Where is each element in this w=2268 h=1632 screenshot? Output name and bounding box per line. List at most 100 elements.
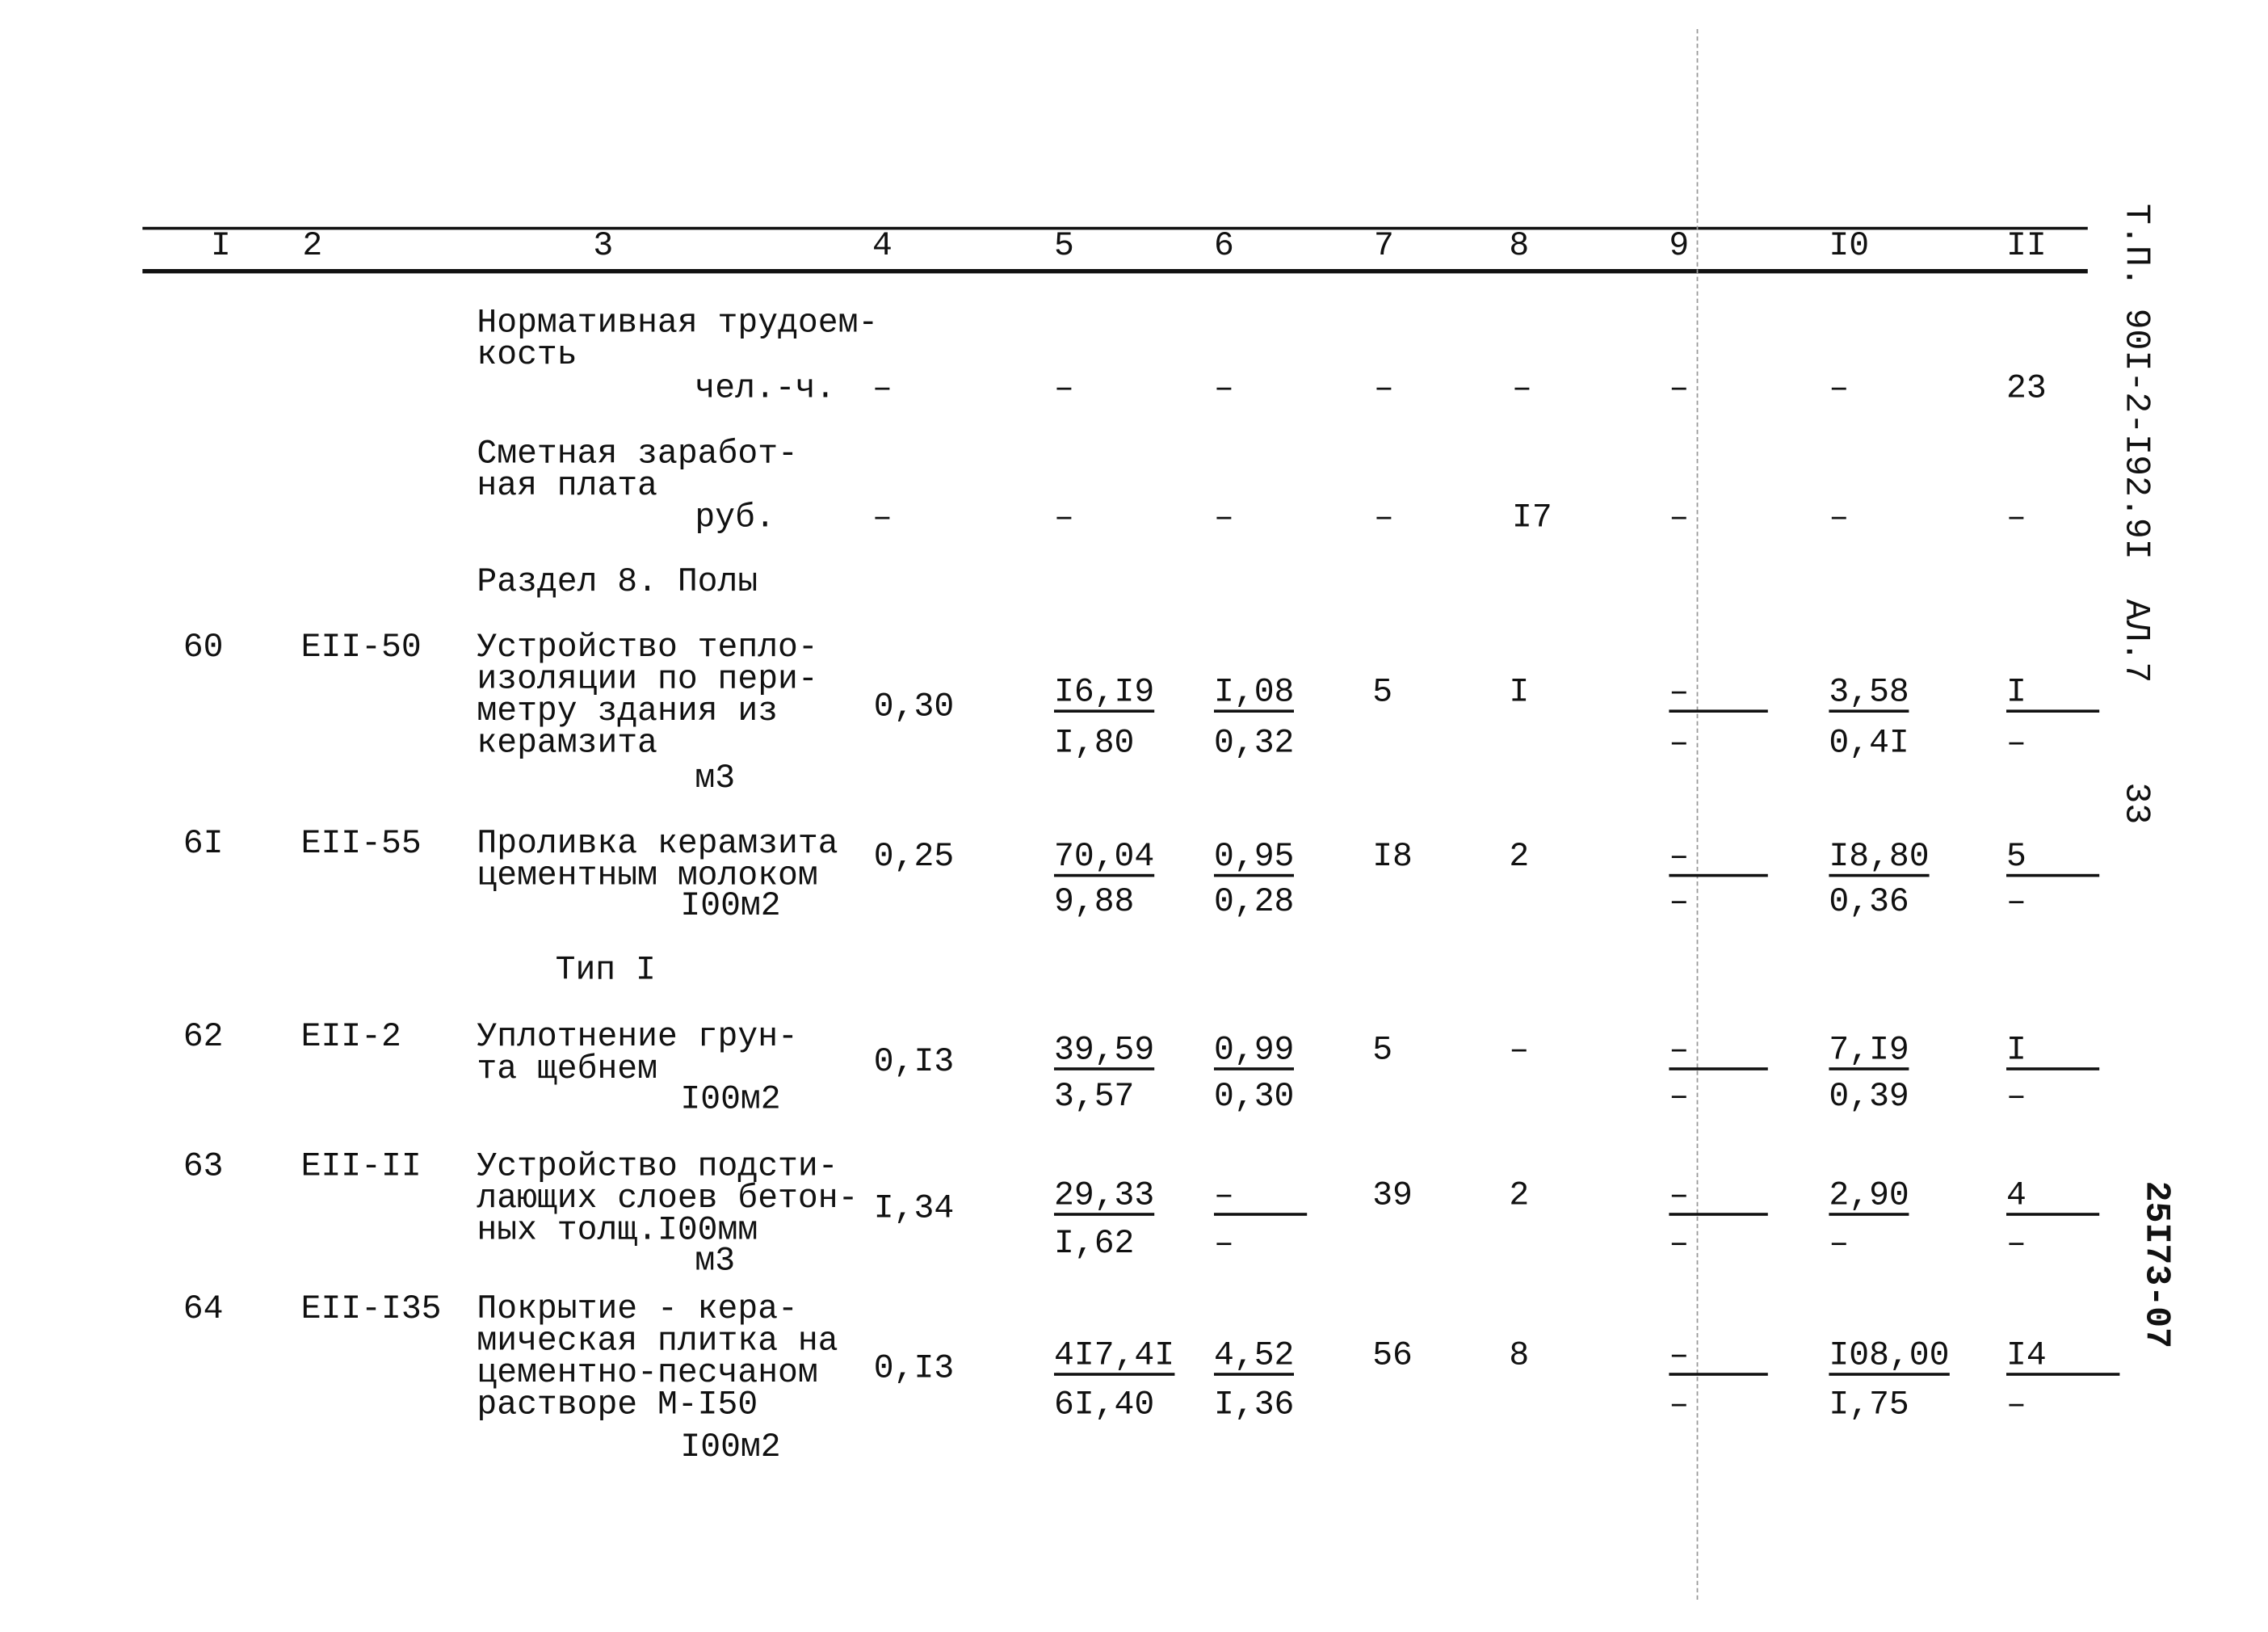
cell-value-top: – (1669, 1033, 1768, 1070)
cell-value-bottom: – (2006, 1386, 2026, 1424)
cell-value-top: 5 (2006, 839, 2099, 877)
cell-value-bottom: – (2006, 1077, 2026, 1116)
column-header: 6 (1214, 226, 1234, 265)
cell-value: 5 (1372, 1031, 1393, 1069)
cell-value: 0,30 (873, 687, 955, 726)
doc-code: Т.П. 90I-2-I92.9I (2115, 204, 2155, 560)
cell-value-bottom: – (2006, 882, 2026, 921)
cell-value: – (1214, 369, 1234, 407)
cell-value-top: 0,95 (1214, 837, 1295, 877)
cell-value-top: I08,00 (1829, 1336, 1950, 1376)
cell-value: 0,I3 (873, 1042, 955, 1081)
table-top-rule (142, 226, 2088, 230)
cell-value: 39 (1372, 1176, 1413, 1214)
row-description: метру здания из (477, 692, 779, 730)
row-description: цементным молоком (477, 856, 818, 894)
cell-value: I (1509, 673, 1530, 712)
cell-value: – (1054, 498, 1074, 537)
cell-value: – (1214, 498, 1234, 537)
cell-value-bottom: 0,32 (1214, 724, 1295, 763)
cell-value-top: 3,58 (1829, 673, 1909, 713)
cell-value-top: I (2006, 1033, 2099, 1070)
cell-value: 0,I3 (873, 1349, 955, 1388)
row-description: Покрытие - кера- (477, 1289, 798, 1328)
column-header: 8 (1509, 226, 1530, 265)
row-description: кость (477, 335, 578, 374)
row-number: 64 (183, 1289, 224, 1328)
cell-value-top: – (1669, 675, 1768, 713)
fold-line (1696, 29, 1699, 1600)
cell-value: I8 (1372, 837, 1413, 876)
row-number: 60 (183, 628, 224, 667)
unit-label: I00м2 (680, 887, 781, 925)
cell-value: – (1374, 498, 1394, 537)
cell-value-top: I4 (2006, 1339, 2119, 1376)
cell-value-top: 70,04 (1054, 837, 1155, 877)
cell-value-bottom: 0,36 (1829, 882, 1909, 921)
unit-label: I00м2 (680, 1428, 781, 1466)
cell-value: 5 (1372, 673, 1393, 712)
price-code: EII-II (300, 1147, 422, 1185)
cell-value-top: – (1669, 839, 1768, 877)
cell-value-bottom: 9,88 (1054, 882, 1135, 921)
cell-value-bottom: – (1669, 1224, 1690, 1263)
column-header: 5 (1054, 226, 1074, 265)
row-description: ная плата (477, 466, 658, 505)
cell-value: 2 (1509, 1176, 1530, 1214)
cell-value-bottom: I,62 (1054, 1224, 1135, 1263)
subsection-title: Тип I (555, 951, 656, 989)
column-header: I (211, 226, 231, 265)
price-code: EII-55 (300, 824, 422, 863)
cell-value-top: 4,52 (1214, 1336, 1295, 1376)
cell-value: – (1054, 369, 1074, 407)
album-label: АЛ.7 (2115, 599, 2155, 684)
cell-value: – (1669, 369, 1690, 407)
cell-value: – (1829, 369, 1850, 407)
cell-value-bottom: – (1669, 1077, 1690, 1116)
row-description: ных толщ.I00мм (477, 1211, 758, 1250)
unit-label: I00м2 (680, 1080, 781, 1119)
cell-value: – (1509, 1031, 1530, 1069)
column-header: 4 (872, 226, 892, 265)
column-header: II (2006, 226, 2047, 265)
cell-value: 23 (2006, 369, 2047, 407)
cell-value-top: I6,I9 (1054, 673, 1155, 713)
row-description: Устройство подсти- (477, 1147, 838, 1185)
cell-value-bottom: 0,30 (1214, 1077, 1295, 1116)
cell-value-bottom: – (1214, 1224, 1234, 1263)
cell-value-top: I8,80 (1829, 837, 1930, 877)
cell-value-bottom: 6I,40 (1054, 1386, 1155, 1424)
section-title: Раздел 8. Полы (477, 562, 758, 601)
price-code: EII-50 (300, 628, 422, 667)
row-number: 63 (183, 1147, 224, 1185)
cell-value-top: 4 (2006, 1179, 2099, 1216)
cell-value: I,34 (873, 1188, 955, 1227)
unit-label: м3 (695, 759, 736, 797)
unit-label: чел.-ч. (695, 369, 836, 407)
row-description: мическая плитка на (477, 1322, 838, 1360)
cell-value: – (1829, 498, 1850, 537)
cell-value-bottom: – (1829, 1224, 1850, 1263)
price-code: EII-2 (300, 1018, 401, 1056)
cell-value: 0,25 (873, 837, 955, 876)
cell-value-top: I,08 (1214, 673, 1295, 713)
cell-value-bottom: 0,39 (1829, 1077, 1909, 1116)
cell-value: – (1512, 369, 1532, 407)
row-description: Уплотнение грун- (477, 1018, 798, 1056)
cell-value-bottom: I,75 (1829, 1386, 1909, 1424)
row-number: 6I (183, 824, 224, 863)
column-header: 9 (1669, 226, 1690, 265)
row-description: растворе М-I50 (477, 1386, 758, 1424)
cell-value-top: 4I7,4I (1054, 1336, 1175, 1376)
column-header: 7 (1374, 226, 1394, 265)
cell-value-bottom: 3,57 (1054, 1077, 1135, 1116)
cell-value: – (2006, 498, 2026, 537)
row-description: Нормативная трудоем- (477, 304, 879, 342)
page-number: 33 (2115, 782, 2155, 825)
cell-value-bottom: I,36 (1214, 1386, 1295, 1424)
cell-value-top: I (2006, 675, 2099, 713)
row-description: лающих слоев бетон- (477, 1179, 859, 1218)
row-description: керамзита (477, 724, 658, 763)
row-description: Устройство тепло- (477, 628, 818, 667)
